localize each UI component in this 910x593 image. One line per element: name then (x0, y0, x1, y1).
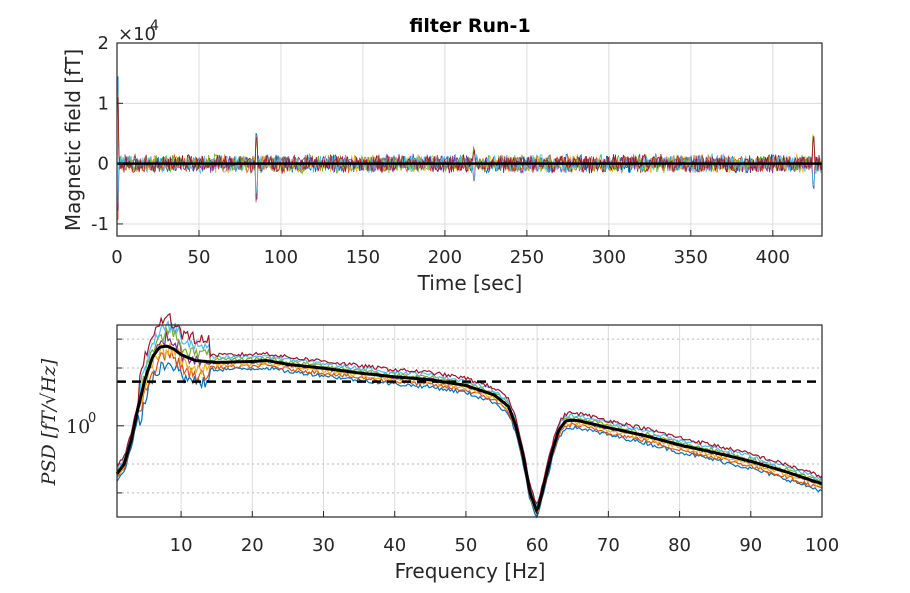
x-tick-label: 350 (674, 247, 708, 268)
x-tick-label: 200 (428, 247, 462, 268)
x-tick-label: 20 (241, 535, 264, 556)
psd-mean-curve (115, 344, 823, 514)
plot-frame (116, 42, 823, 237)
x-tick-label: 30 (312, 535, 335, 556)
x-tick-label: 50 (188, 247, 211, 268)
x-ticks: 10 20 30 40 50 60 70 80 90 100 (170, 511, 839, 556)
y-exponent-base: ×10 (118, 24, 156, 45)
y-tick-label: 10 (66, 416, 90, 438)
y-axis-label: PSD [fT/√Hz] (38, 358, 60, 486)
psd-axes: 10 20 30 40 50 60 70 80 90 100 10 0 Frequency [Hz… (38, 312, 839, 583)
x-tick-label: 250 (510, 247, 544, 268)
x-axis-label: Time [sec] (417, 271, 523, 295)
y-exponent-power: 4 (150, 18, 159, 34)
y-tick-exponent: 0 (88, 411, 96, 426)
x-tick-label: 100 (264, 247, 298, 268)
y-tick-label: 0 (98, 154, 109, 175)
x-tick-label: 150 (346, 247, 380, 268)
psd-series (116, 350, 823, 515)
series-group (115, 312, 823, 519)
plot-frame (116, 324, 823, 518)
y-tick-label: -1 (91, 214, 109, 235)
x-axis-label: Frequency [Hz] (395, 559, 546, 583)
x-tick-label: 40 (383, 535, 406, 556)
y-axis-label: Magnetic field [fT] (61, 49, 85, 231)
y-exponent-label: ×10 4 (118, 18, 159, 45)
x-tick-label: 80 (668, 535, 691, 556)
x-tick-label: 100 (805, 535, 839, 556)
x-tick-label: 60 (526, 535, 549, 556)
series-group (116, 75, 823, 220)
x-tick-label: 50 (454, 535, 477, 556)
y-tick-label: 1 (98, 93, 109, 114)
x-tick-label: 10 (170, 535, 193, 556)
x-tick-label: 90 (739, 535, 762, 556)
x-tick-label: 300 (592, 247, 626, 268)
psd-series (116, 342, 823, 514)
y-ticks: 10 0 (66, 411, 124, 438)
y-tick-label: 2 (98, 33, 109, 54)
y-ticks: -1 0 1 2 (91, 33, 123, 235)
x-ticks: 0 50 100 150 200 250 300 350 400 (111, 230, 790, 268)
chart-title: filter Run-1 (409, 15, 530, 37)
psd-series (116, 320, 823, 507)
grid (116, 42, 822, 236)
time-series-axes: filter Run-1 ×10 4 0 50 100 150 200 250 300 350… (61, 15, 823, 295)
psd-series (116, 312, 823, 505)
x-tick-label: 400 (756, 247, 790, 268)
x-tick-label: 0 (111, 247, 122, 268)
x-tick-label: 70 (597, 535, 620, 556)
